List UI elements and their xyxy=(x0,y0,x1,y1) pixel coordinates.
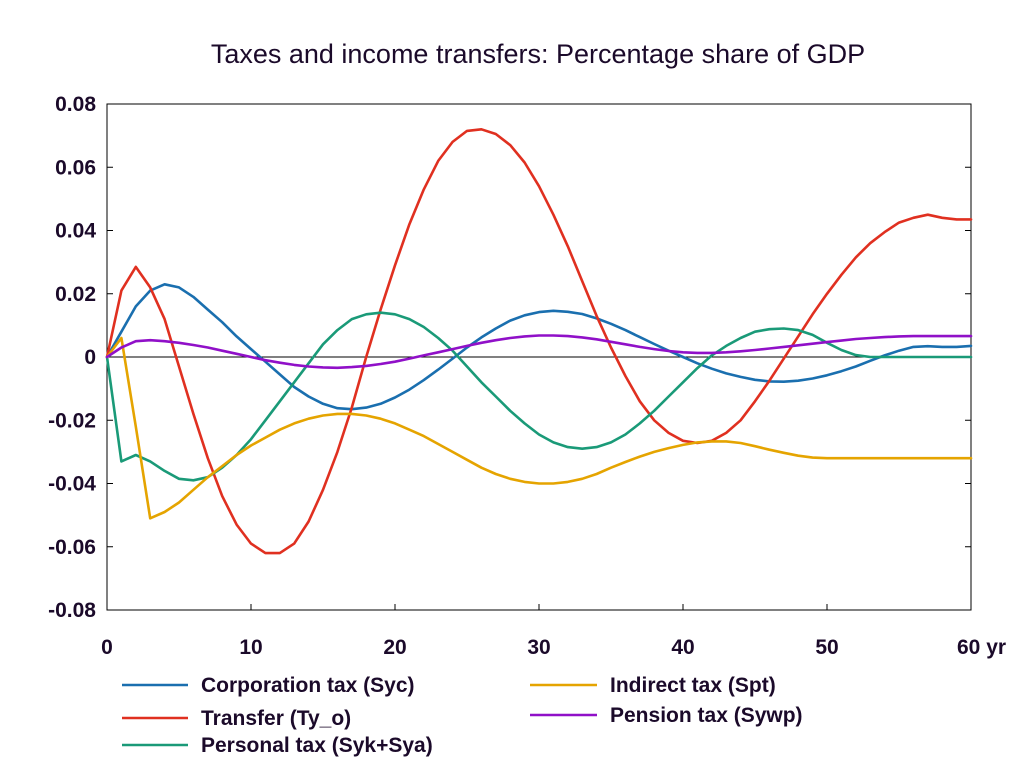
x-tick-label: 20 xyxy=(383,636,406,659)
legend-label-5: Pension tax (Sywp) xyxy=(610,704,803,727)
y-tick-label: 0.02 xyxy=(55,283,96,306)
x-tick-label: 30 xyxy=(527,636,550,659)
series-line-4 xyxy=(105,336,973,520)
series-layer xyxy=(105,128,973,555)
x-tick-label: 50 xyxy=(815,636,838,659)
y-tick-label: 0 xyxy=(84,346,96,369)
x-tick-label: 60 yr xyxy=(957,636,1006,659)
series-line-2 xyxy=(105,128,973,555)
y-tick-label: 0.04 xyxy=(55,220,96,243)
y-tick-label: 0.06 xyxy=(55,156,96,179)
x-tick-label: 40 xyxy=(671,636,694,659)
y-tick-label: 0.08 xyxy=(55,93,96,116)
y-tick-label: -0.06 xyxy=(48,536,96,559)
legend: Corporation tax (Syc) Transfer (Ty_o) Pers… xyxy=(122,674,803,757)
y-tick-label: -0.04 xyxy=(48,473,96,496)
series-line-1 xyxy=(105,282,973,411)
legend-label-3: Personal tax (Syk+Sya) xyxy=(201,734,433,757)
x-tick-label: 10 xyxy=(239,636,262,659)
x-tick-label: 0 xyxy=(101,636,113,659)
legend-label-4: Indirect tax (Spt) xyxy=(610,674,776,697)
y-tick-label: -0.02 xyxy=(48,409,96,432)
series-line-5 xyxy=(105,334,973,370)
y-tick-label: -0.08 xyxy=(48,599,96,622)
axes-layer: -0.08 -0.06 -0.04 -0.02 0 0.02 0.04 0.06 0.08 0 10… xyxy=(48,93,1006,659)
chart-title: Taxes and income transfers: Percentage s… xyxy=(211,39,865,69)
legend-label-2: Transfer (Ty_o) xyxy=(201,707,351,730)
legend-label-1: Corporation tax (Syc) xyxy=(201,674,415,697)
